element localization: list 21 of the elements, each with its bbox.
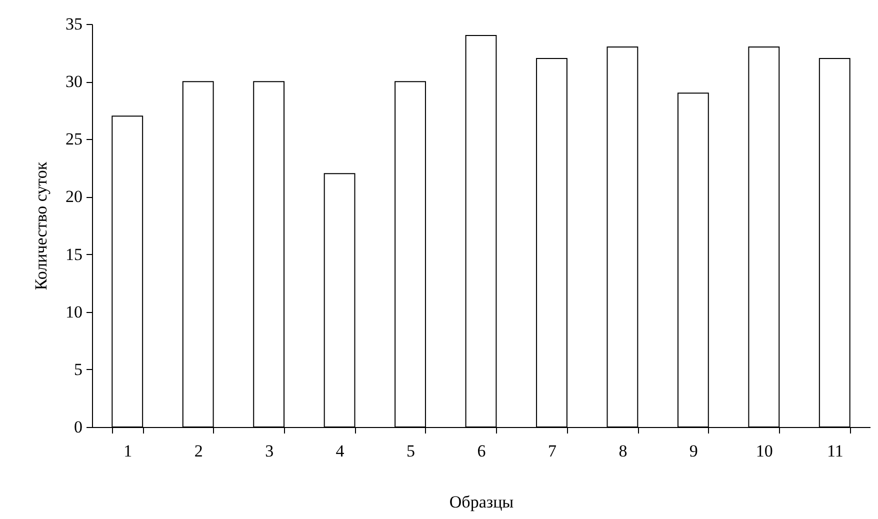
y-axis-title: Количество суток	[32, 161, 50, 290]
y-tick-label: 15	[66, 244, 82, 264]
x-tick-label: 1	[124, 442, 132, 460]
y-tick-label: 10	[66, 302, 82, 322]
y-tick-label: 30	[66, 72, 82, 92]
x-tick-label: 3	[265, 442, 274, 460]
x-tick-label: 10	[756, 442, 773, 460]
x-tick-label: 6	[477, 442, 486, 460]
x-tick-label: 4	[336, 442, 345, 460]
x-tick-label: 11	[826, 442, 844, 460]
x-tick-label: 2	[194, 442, 203, 460]
y-tick-label: 20	[66, 187, 82, 206]
y-tick-label: 0	[74, 418, 82, 436]
x-tick-label: 9	[689, 442, 698, 460]
x-tick-label: 8	[618, 442, 628, 460]
x-tick-label: 7	[548, 442, 557, 460]
y-tick-label: 5	[74, 360, 82, 379]
x-tick-label: 5	[406, 442, 416, 460]
x-axis-title: Образцы	[449, 492, 514, 512]
y-tick-label: 25	[66, 130, 82, 149]
y-tick-label: 35	[66, 14, 82, 34]
